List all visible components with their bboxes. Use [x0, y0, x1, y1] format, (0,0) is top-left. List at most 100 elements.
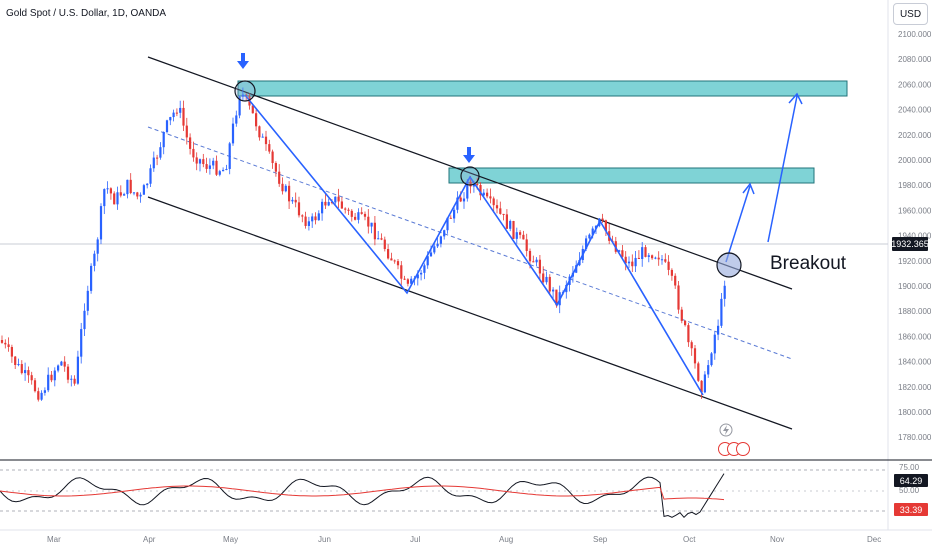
candle-body [522, 234, 525, 240]
price-tick-label: 1940.000 [898, 232, 932, 241]
candle-body [7, 344, 10, 347]
candle-body [344, 208, 347, 210]
rsi-value-label: 64.29 [894, 474, 928, 487]
candle-body [717, 325, 720, 335]
candle-body [126, 179, 129, 195]
candle-body [641, 247, 644, 259]
candle-body [156, 157, 159, 159]
candle-body [159, 147, 162, 158]
candle-body [297, 202, 301, 216]
candle-body [456, 197, 459, 210]
candle-body [123, 194, 126, 196]
price-tick-label: 1780.000 [898, 433, 932, 442]
candle-body [198, 159, 202, 164]
candle-body [449, 217, 452, 219]
candle-body [109, 188, 112, 194]
candle-body [274, 163, 277, 172]
candle-body [90, 265, 93, 291]
candle-body [132, 192, 136, 194]
candle-body [618, 250, 621, 252]
candle-body [667, 261, 670, 270]
time-tick-label: May [223, 535, 238, 544]
candle-body [106, 188, 109, 190]
zigzag-line [244, 94, 704, 396]
candle-body [208, 165, 211, 169]
time-tick-label: Dec [867, 535, 881, 544]
candle-body [410, 278, 413, 284]
candle-body [142, 185, 145, 195]
candle-body [202, 159, 205, 165]
channel-mid-line [147, 126, 793, 360]
projection-arrow-1 [725, 185, 751, 263]
time-tick-label: Oct [683, 535, 696, 544]
candle-body [538, 259, 541, 274]
candle-body [707, 365, 710, 375]
candle-body [278, 171, 281, 184]
economic-event-icon[interactable] [736, 442, 750, 456]
projection-arrow-2 [767, 95, 798, 243]
candle-body [162, 132, 165, 148]
candle-body [24, 370, 27, 374]
candle-body [179, 107, 182, 113]
candle-body [103, 189, 106, 207]
price-tick-label: 1840.000 [898, 358, 932, 367]
candle-body [588, 234, 591, 239]
time-tick-label: Jul [410, 535, 420, 544]
candle-body [66, 366, 70, 380]
price-tick-label: 1900.000 [898, 282, 932, 291]
candle-body [644, 247, 647, 257]
candle-body [703, 374, 706, 393]
candle-body [195, 157, 198, 164]
candle-body [387, 249, 390, 259]
candle-body [479, 184, 482, 196]
candle-body [502, 213, 505, 215]
time-axis: Mar Apr May Jun Jul Aug Sep Oct Nov Dec [47, 535, 881, 544]
candle-body [212, 160, 215, 166]
candle-body [241, 94, 244, 97]
candle-body [373, 222, 376, 240]
candle-body [396, 261, 400, 266]
candle-body [542, 273, 545, 283]
candle-body [651, 255, 654, 259]
candle-body [416, 274, 419, 279]
candle-body [0, 340, 4, 343]
candle-body [347, 209, 350, 211]
candle-body [680, 309, 683, 321]
candle-body [637, 257, 640, 259]
currency-button[interactable]: USD [893, 3, 928, 25]
candle-body [192, 148, 195, 158]
rsi-ma-line [0, 485, 725, 501]
candle-body [360, 212, 363, 214]
candle-body [499, 208, 502, 214]
candle-body [420, 272, 423, 275]
candle-body [314, 216, 317, 221]
candle-body [489, 196, 492, 199]
dividend-event-icon[interactable] [719, 423, 733, 437]
candle-body [439, 236, 442, 244]
candle-body [14, 356, 17, 366]
candle-body [307, 221, 310, 226]
candle-body [57, 365, 60, 371]
candle-body [291, 199, 294, 202]
candle-body [446, 217, 449, 231]
candle-body [83, 310, 86, 330]
price-tick-label: 1960.000 [898, 206, 932, 215]
price-tick-label: 1800.000 [898, 408, 932, 417]
price-tick-label: 2080.000 [898, 55, 932, 64]
candle-body [532, 261, 535, 263]
candle-body [30, 375, 33, 381]
candle-body [604, 220, 607, 232]
candle-body [175, 112, 178, 114]
candle-body [403, 278, 406, 280]
breakout-label: Breakout [770, 253, 847, 274]
candle-body [515, 232, 518, 239]
candle-body [350, 210, 353, 217]
candle-body [129, 179, 132, 194]
price-tick-label: 1980.000 [898, 181, 932, 190]
candle-body [284, 185, 287, 192]
candle-body [334, 196, 337, 203]
candle-body [687, 325, 690, 343]
candle-body [552, 289, 555, 292]
candle-body [96, 239, 99, 254]
